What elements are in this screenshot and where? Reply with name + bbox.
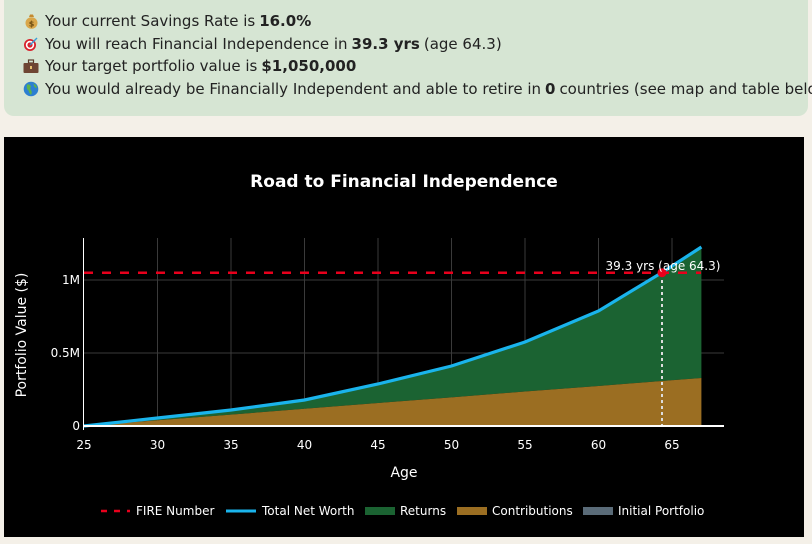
returns-area (84, 247, 702, 426)
fi-point-marker[interactable] (657, 268, 667, 278)
svg-text:Contributions: Contributions (492, 504, 573, 518)
legend-item-initial-portfolio[interactable]: Initial Portfolio (583, 504, 704, 518)
svg-text:Total Net Worth: Total Net Worth (261, 504, 354, 518)
savings-rate-value: 16.0% (259, 12, 312, 30)
globe-icon (23, 81, 39, 97)
countries-count-value: 0 (545, 79, 556, 98)
svg-text:Initial Portfolio: Initial Portfolio (618, 504, 704, 518)
svg-text:Returns: Returns (400, 504, 446, 518)
fi-time-line: You will reach Financial Independence in… (23, 33, 808, 56)
svg-text:65: 65 (664, 438, 679, 452)
legend-item-total-net-worth[interactable]: Total Net Worth (226, 504, 354, 518)
target-icon (23, 36, 39, 52)
y-axis-title: Portfolio Value ($) (14, 273, 30, 398)
x-axis-title: Age (390, 465, 417, 481)
countries-line: You would already be Financially Indepen… (23, 78, 812, 101)
money-bag-icon: $ (23, 13, 39, 30)
legend-item-fire-number[interactable]: FIRE Number (101, 504, 214, 518)
legend-item-returns[interactable]: Returns (365, 504, 446, 518)
savings-rate-line: $ Your current Savings Rate is 16.0% (23, 10, 808, 33)
contributions-area (84, 378, 702, 426)
svg-text:45: 45 (370, 438, 385, 452)
svg-text:25: 25 (76, 438, 91, 452)
svg-text:$: $ (28, 20, 34, 29)
svg-text:50: 50 (444, 438, 459, 452)
svg-text:1M: 1M (62, 273, 80, 287)
fi-years-value: 39.3 yrs (351, 34, 420, 53)
svg-text:30: 30 (150, 438, 165, 452)
briefcase-icon (23, 58, 39, 74)
net-worth-line (83, 245, 703, 428)
svg-text:FIRE Number: FIRE Number (136, 504, 214, 518)
chart-title: Road to Financial Independence (250, 172, 558, 192)
target-portfolio-line: Your target portfolio value is $1,050,00… (23, 55, 808, 78)
target-portfolio-value: $1,050,000 (261, 57, 357, 75)
fi-summary-panel: $ Your current Savings Rate is 16.0% You… (4, 0, 812, 116)
svg-text:60: 60 (591, 438, 606, 452)
svg-text:0.5M: 0.5M (51, 346, 80, 360)
fi-chart-card: Road to Financial Independence 39.3 yrs … (4, 137, 804, 537)
x-tick-labels: 25 30 35 40 45 50 55 60 65 (76, 438, 679, 452)
svg-text:35: 35 (223, 438, 238, 452)
fi-annotation: 39.3 yrs (age 64.3) (606, 259, 721, 273)
chart-legend: FIRE Number Total Net Worth Returns Cont… (101, 504, 704, 518)
y-tick-labels: 0 0.5M 1M (51, 273, 80, 433)
svg-text:0: 0 (72, 419, 80, 433)
fi-chart: Road to Financial Independence 39.3 yrs … (14, 172, 724, 518)
svg-text:40: 40 (297, 438, 312, 452)
legend-item-contributions[interactable]: Contributions (457, 504, 573, 518)
svg-text:55: 55 (517, 438, 532, 452)
